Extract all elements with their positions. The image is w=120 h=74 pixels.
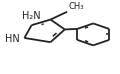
- Text: CH₃: CH₃: [68, 2, 84, 11]
- Text: H₂N: H₂N: [22, 11, 41, 21]
- Text: HN: HN: [5, 34, 20, 44]
